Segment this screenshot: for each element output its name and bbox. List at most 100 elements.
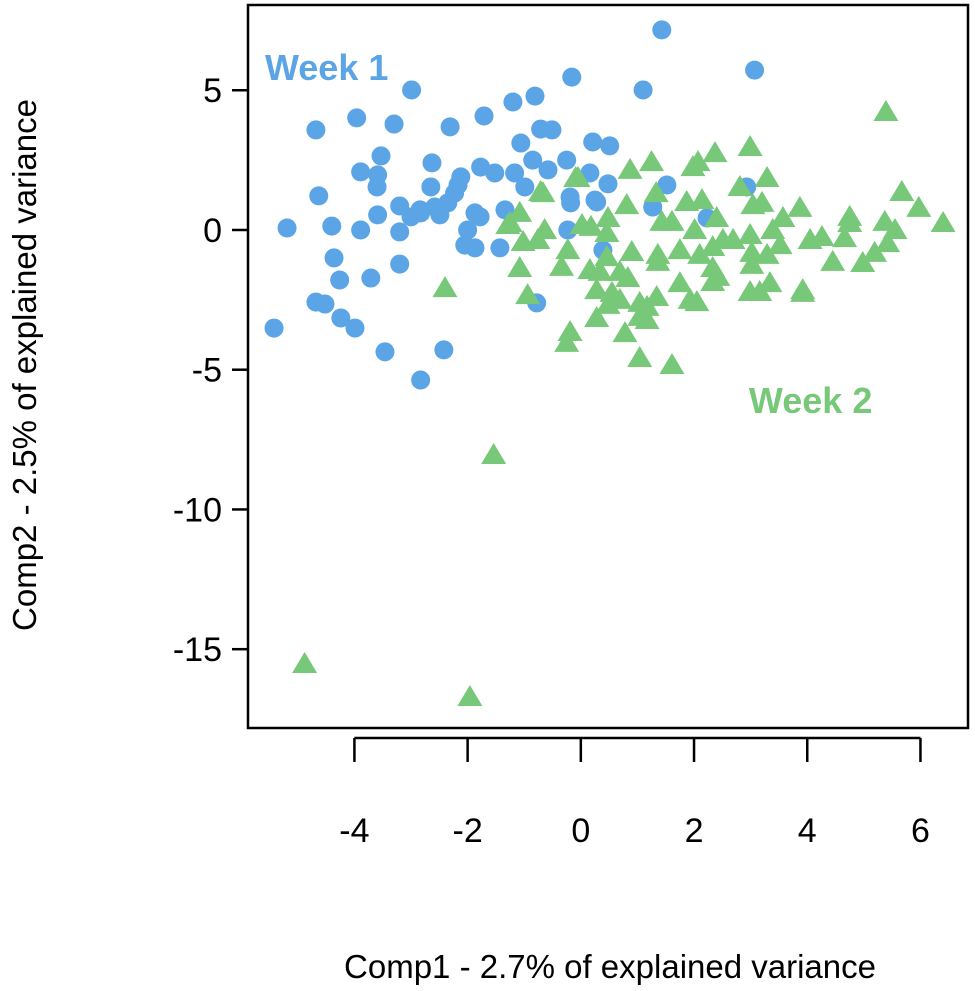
data-point-triangle [507,255,533,277]
data-point-triangle [737,223,763,245]
data-point-circle [390,222,410,242]
data-point-triangle [702,141,728,163]
y-tick-label: -5 [192,352,222,390]
data-point-circle [330,270,350,290]
data-point-circle [375,342,395,362]
data-point-circle [371,146,391,166]
data-point-triangle [528,179,554,201]
data-point-triangle [747,280,773,302]
data-point-circle [465,238,485,258]
data-point-triangle [627,345,653,367]
data-point-circle [474,106,494,126]
data-point-circle [411,370,431,390]
data-points [264,20,956,706]
data-point-triangle [787,195,813,217]
data-point-triangle [820,249,846,271]
data-point-triangle [809,224,835,246]
data-point-circle [434,340,454,360]
data-point-circle [422,153,442,173]
data-point-circle [361,268,381,288]
data-point-triangle [754,242,780,264]
data-point-triangle [584,278,610,300]
data-point-circle [511,133,531,153]
data-point-triangle [667,238,693,260]
data-point-circle [421,177,441,197]
data-point-circle [368,205,388,225]
y-tick-label: -15 [173,631,222,669]
data-point-triangle [432,276,458,298]
data-point-circle [324,248,344,268]
data-point-triangle [687,242,713,264]
data-point-circle [562,67,582,87]
x-tick-label: -4 [339,812,369,850]
data-point-circle [600,136,620,156]
data-point-circle [557,150,577,170]
data-point-triangle [739,252,765,274]
data-point-triangle [875,231,901,253]
data-point-circle [448,175,468,195]
data-point-triangle [645,249,671,271]
data-point-triangle [790,280,816,302]
y-tick-label: -10 [173,491,222,529]
data-point-circle [331,308,351,328]
data-point-triangle [554,330,580,352]
data-point-circle [367,177,387,197]
data-point-triangle [594,221,620,243]
data-point-circle [402,80,422,100]
data-point-triangle [739,240,765,262]
data-point-circle [523,150,543,170]
data-point-triangle [292,652,318,674]
series-week-2 [292,100,956,706]
x-tick-label: -2 [453,812,483,850]
data-point-triangle [667,271,693,293]
data-point-circle [560,187,580,207]
x-tick-label: 0 [571,812,590,850]
data-point-triangle [619,240,645,262]
data-point-triangle [906,195,932,217]
data-point-triangle [700,235,726,257]
annotation-week-1: Week 1 [265,47,388,88]
data-point-triangle [525,228,551,250]
data-point-triangle [612,321,638,343]
data-point-circle [525,86,545,106]
data-point-triangle [515,283,541,305]
data-point-triangle [862,240,888,262]
data-point-triangle [615,266,641,288]
data-point-triangle [617,157,643,179]
data-point-circle [657,175,677,195]
data-point-circle [587,192,607,212]
data-point-circle [643,197,663,217]
data-point-circle [306,120,326,140]
annotation-week-2: Week 2 [749,380,872,421]
data-point-triangle [770,205,796,227]
data-point-triangle [634,307,660,329]
data-point-triangle [578,214,604,236]
data-point-triangle [682,217,708,239]
data-point-triangle [832,226,858,248]
series-week-1 [264,20,765,390]
data-point-triangle [704,205,730,227]
data-point-circle [538,160,558,180]
data-point-circle [485,163,505,183]
data-point-triangle [584,306,610,328]
data-point-triangle [481,442,507,464]
data-point-circle [315,294,335,314]
data-point-circle [351,220,371,240]
data-point-triangle [595,205,621,227]
data-point-triangle [684,290,710,312]
data-point-triangle [760,217,786,239]
data-point-circle [322,216,342,236]
data-point-triangle [595,292,621,314]
axes: -4 -2 0 2 4 6 5 0 -5 -10 -15 [173,72,930,850]
data-point-triangle [689,188,715,210]
data-point-circle [652,20,672,40]
y-axis-title: Comp2 - 2.5% of explained variance [6,99,43,631]
data-point-circle [277,218,297,238]
data-point-circle [558,220,578,240]
data-point-circle [264,318,284,338]
data-point-triangle [614,193,640,215]
data-point-circle [440,117,460,137]
data-point-circle [490,238,510,258]
data-point-triangle [749,190,775,212]
